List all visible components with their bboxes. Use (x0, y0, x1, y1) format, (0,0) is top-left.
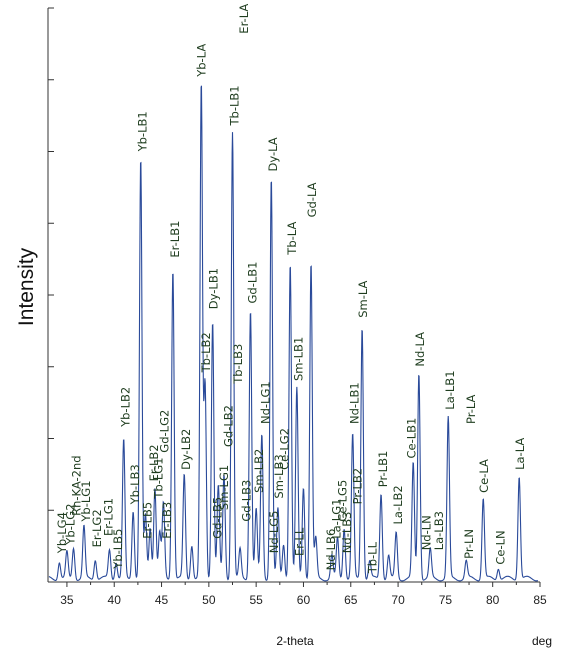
peak-label-la-la: La-LA (513, 438, 527, 470)
peak-label-er-ll: Er-LL (293, 527, 307, 556)
peak-label-yb-lb2: Yb-LB2 (119, 387, 133, 428)
peak-label-tb-lg1: Tb-LG1 (152, 457, 166, 499)
peak-label-gd-lg2: Gd-LG2 (157, 410, 171, 453)
peak-labels: Yb-LG4Yb-LG2Rh-KA-2ndYb-LG1Er-LG2Er-LG1Y… (55, 4, 527, 575)
peak-label-gd-lb1: Gd-LB1 (245, 262, 259, 304)
spectrum-line (48, 85, 539, 582)
peak-label-la-lb2: La-LB2 (391, 485, 405, 524)
peak-label-ce-lg2: Ce-LG2 (278, 428, 292, 470)
x-tick-label-70: 70 (391, 593, 405, 607)
peak-label-er-lb5: Er-LB5 (140, 502, 154, 539)
peak-label-la-lb1: La-LB1 (443, 370, 457, 409)
x-tick-label-60: 60 (297, 593, 311, 607)
peak-label-er-la: Er-LA (237, 4, 251, 34)
peak-label-nd-lb6: Nd-LB6 (324, 529, 338, 571)
peak-label-rh-ka-2nd: Rh-KA-2nd (69, 455, 83, 515)
peak-label-sm-lb1: Sm-LB1 (292, 337, 306, 381)
peak-label-nd-lb1: Nd-LB1 (348, 382, 362, 424)
peak-label-yb-lb1: Yb-LB1 (136, 111, 150, 152)
peak-label-tb-lb1: Tb-LB1 (227, 85, 241, 126)
peak-label-tb-la: Tb-LA (285, 222, 299, 256)
peak-label-ce-lb1: Ce-LB1 (404, 418, 418, 459)
x-axis-title: 2-theta (276, 634, 314, 648)
peak-label-gd-la: Gd-LA (305, 182, 319, 217)
peak-label-tb-lb2: Tb-LB2 (199, 332, 213, 373)
peak-label-er-lb2: Er-LB2 (147, 444, 161, 481)
peak-label-nd-lb3: Nd-LB3 (340, 512, 354, 554)
peak-label-dy-la: Dy-LA (266, 137, 280, 171)
peak-label-sm-la: Sm-LA (356, 280, 370, 317)
peak-label-er-lb1: Er-LB1 (168, 221, 182, 258)
peak-label-er-lg2: Er-LG2 (90, 509, 104, 547)
peak-label-gd-lb3: Gd-LB3 (240, 480, 254, 522)
x-tick-label-65: 65 (344, 593, 358, 607)
x-tick-label-35: 35 (60, 593, 74, 607)
peak-label-yb-la: Yb-LA (194, 44, 208, 78)
x-tick-label-45: 45 (155, 593, 169, 607)
peak-label-pr-lb1: Pr-LB1 (376, 451, 390, 488)
peak-label-ce-ln: Ce-LN (493, 530, 507, 564)
peak-label-nd-ln: Nd-LN (420, 515, 434, 550)
y-axis-title: Intensity (15, 247, 38, 326)
peak-label-pr-lb2: Pr-LB2 (350, 468, 364, 505)
peak-label-gd-lb2: Gd-LB2 (222, 405, 236, 447)
peak-label-sm-lb3: Sm-LB3 (272, 454, 286, 498)
peak-label-er-lb3: Er-LB3 (160, 502, 174, 539)
x-tick-label-50: 50 (202, 593, 216, 607)
peak-label-ce-la: Ce-LA (477, 459, 491, 493)
peak-label-tb-ll: Tb-LL (366, 541, 380, 574)
peak-label-nd-lg1: Nd-LG1 (259, 381, 273, 424)
x-tick-label-55: 55 (249, 593, 263, 607)
peak-label-nd-lg5: Nd-LG5 (267, 511, 281, 554)
peak-label-pr-la: Pr-LA (464, 394, 478, 424)
y-ticks (48, 7, 54, 583)
x-tick-label-80: 80 (486, 593, 500, 607)
x-ticks: 35 40 45 50 55 60 65 70 75 80 85 (60, 582, 547, 607)
peak-label-sm-lg1: Sm-LG1 (217, 465, 231, 510)
peak-label-yb-lb3: Yb-LB3 (128, 464, 142, 505)
peak-label-yb-lb5: Yb-LB5 (111, 529, 125, 570)
peak-label-la-lg1: La-LG1 (330, 499, 344, 539)
peak-label-pr-ln: Pr-LN (462, 529, 476, 559)
peak-label-yb-lg4: Yb-LG4 (55, 512, 69, 554)
peak-label-dy-lb2: Dy-LB2 (179, 429, 193, 470)
x-tick-label-75: 75 (439, 593, 453, 607)
peak-label-er-lg1: Er-LG1 (102, 498, 116, 536)
peak-label-nd-la: Nd-LA (413, 332, 427, 367)
plot-axes (47, 8, 540, 583)
peak-label-yb-lg2: Yb-LG2 (64, 503, 78, 545)
x-axis-unit: deg (532, 634, 552, 648)
peak-label-la-lb3: La-LB3 (432, 511, 446, 550)
peak-label-ce-lg5: Ce-LG5 (335, 480, 349, 522)
x-tick-label-40: 40 (108, 593, 122, 607)
peak-label-gd-lb5: Gd-LB5 (210, 497, 224, 539)
peak-label-yb-lg1: Yb-LG1 (79, 480, 93, 522)
peak-label-dy-lb1: Dy-LB1 (207, 268, 221, 309)
peak-label-sm-lb2: Sm-LB2 (252, 449, 266, 493)
peak-label-tb-lb3: Tb-LB3 (231, 344, 245, 385)
x-tick-label-85: 85 (533, 593, 547, 607)
